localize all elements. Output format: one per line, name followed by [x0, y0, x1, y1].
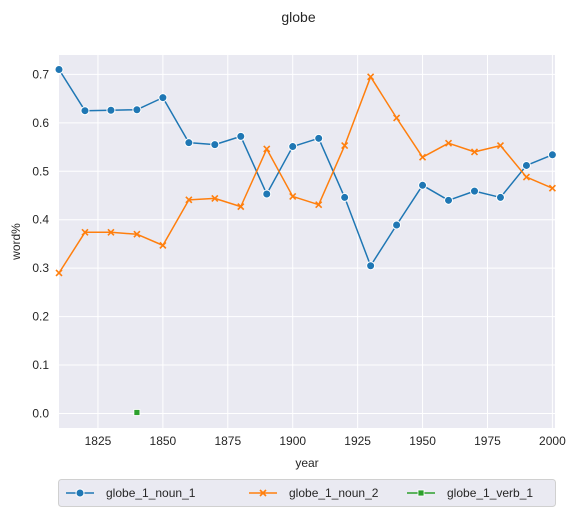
data-point [393, 114, 401, 122]
data-point [367, 73, 375, 81]
legend-item: globe_1_noun_2 [249, 486, 379, 500]
data-point [548, 184, 556, 192]
data-point [185, 196, 193, 204]
legend-frame [58, 479, 556, 507]
data-point [366, 261, 376, 271]
legend-label: globe_1_noun_2 [289, 486, 379, 500]
legend-marker [75, 488, 85, 498]
legend-label: globe_1_noun_1 [106, 486, 196, 500]
chart-title: globe [281, 9, 315, 25]
x-tick-label: 1825 [85, 434, 112, 448]
grid [59, 55, 555, 428]
data-point [547, 150, 557, 160]
series-line [58, 69, 553, 267]
data-point [341, 142, 349, 150]
data-point [107, 228, 115, 236]
x-tick-label: 1900 [279, 434, 306, 448]
legend-label: globe_1_verb_1 [447, 486, 533, 500]
y-tick-label: 0.6 [32, 116, 49, 130]
data-point [55, 269, 63, 277]
data-point [80, 106, 90, 116]
data-point [211, 194, 219, 202]
data-point [133, 230, 141, 238]
legend-item: globe_1_verb_1 [407, 486, 533, 500]
tick-labels: 1825 1850 1875 1900 1925 1950 1975 2000 0.0 0.1 0.… [32, 67, 566, 448]
x-tick-label: 1925 [344, 434, 371, 448]
data-point [263, 145, 271, 153]
data-point [418, 153, 427, 161]
x-tick-label: 1975 [474, 434, 501, 448]
data-point [210, 140, 220, 150]
data-point [262, 189, 272, 199]
y-tick-label: 0.7 [32, 67, 49, 81]
series-globe_1_noun_2 [55, 73, 556, 277]
series-line [58, 76, 553, 274]
data-point [469, 186, 479, 196]
data-point [495, 192, 505, 202]
data-point [158, 93, 168, 103]
data-point [184, 138, 194, 148]
data-point [132, 105, 142, 115]
data-point [522, 173, 531, 181]
x-tick-label: 1850 [150, 434, 177, 448]
series-globe_1_noun_1 [54, 65, 557, 271]
data-point [106, 105, 116, 115]
y-tick-label: 0.1 [32, 358, 49, 372]
data-point [314, 133, 324, 143]
data-point [392, 220, 402, 230]
y-tick-label: 0.3 [32, 261, 49, 275]
legend-marker [259, 489, 267, 497]
data-point [315, 201, 323, 209]
series-globe_1_verb_1 [133, 409, 141, 416]
data-point [340, 192, 350, 202]
data-point [496, 142, 505, 150]
y-tick-label: 0.2 [32, 310, 49, 324]
legend-marker [417, 489, 425, 497]
data-point [521, 160, 531, 170]
y-axis-label: word% [9, 223, 23, 261]
data-point [418, 180, 428, 190]
data-point [237, 203, 245, 211]
series-layer [54, 65, 557, 416]
x-tick-label: 1875 [214, 434, 241, 448]
data-point [159, 241, 167, 249]
data-point [288, 142, 298, 152]
data-point [133, 409, 141, 416]
legend: globe_1_noun_1 globe_1_noun_2 globe_1_verb… [58, 479, 556, 507]
data-point [81, 228, 89, 236]
x-tick-label: 2000 [539, 434, 566, 448]
data-point [236, 131, 246, 141]
data-point [54, 65, 64, 75]
y-tick-label: 0.5 [32, 164, 49, 178]
legend-item: globe_1_noun_1 [66, 486, 196, 500]
data-point [444, 139, 453, 147]
data-point [444, 195, 454, 205]
x-axis-label: year [295, 456, 318, 470]
x-tick-label: 1950 [409, 434, 436, 448]
data-point [289, 192, 297, 201]
data-point [470, 148, 479, 156]
y-tick-label: 0.0 [32, 406, 49, 420]
plot-background [59, 55, 555, 428]
y-tick-label: 0.4 [32, 213, 49, 227]
